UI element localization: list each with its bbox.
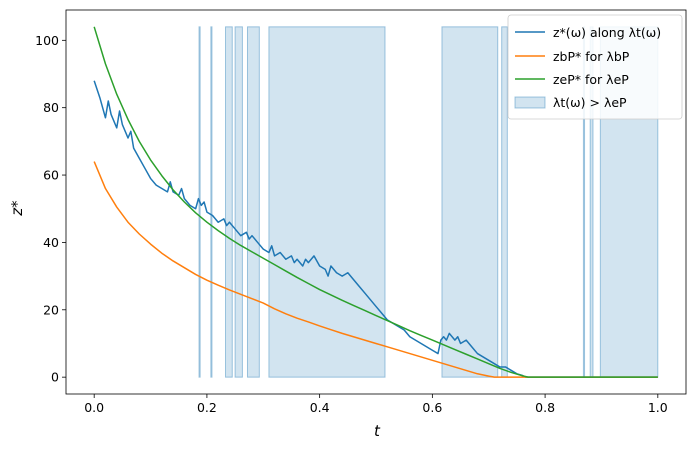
- x-tick-label: 1.0: [648, 400, 668, 415]
- shaded-interval: [225, 26, 233, 378]
- legend-label-1: z*(ω) along λt(ω): [553, 25, 661, 40]
- y-ticks: 0 20 40 60 80 100: [35, 33, 66, 385]
- y-axis-label: z*: [8, 200, 26, 217]
- x-tick-label: 0.6: [422, 400, 442, 415]
- series-lines: [93, 26, 658, 378]
- y-tick-label: 0: [51, 370, 59, 385]
- x-tick-label: 0.2: [197, 400, 217, 415]
- shaded-interval: [501, 26, 508, 378]
- series-line-1: [93, 80, 658, 378]
- legend-label-2: zbP* for λbP: [553, 49, 630, 64]
- x-tick-label: 0.8: [535, 400, 555, 415]
- shaded-interval: [210, 26, 213, 378]
- shaded-interval: [268, 26, 386, 378]
- x-ticks: 0.0 0.2 0.4 0.6 0.8 1.0: [84, 394, 668, 415]
- shaded-interval: [234, 26, 243, 378]
- shaded-interval: [441, 26, 499, 378]
- y-tick-label: 60: [43, 168, 59, 183]
- legend-label-3: zeP* for λeP: [553, 72, 629, 87]
- axes-frame: [65, 9, 687, 395]
- y-tick-label: 40: [43, 235, 59, 250]
- legend-swatch-patch: [514, 96, 546, 109]
- y-tick-label: 20: [43, 302, 59, 317]
- y-tick-label: 80: [43, 100, 59, 115]
- series-line-2: [93, 161, 658, 378]
- legend-label-4: λt(ω) > λeP: [553, 95, 627, 110]
- x-axis-label: t: [374, 422, 381, 440]
- legend: z*(ω) along λt(ω) zbP* for λbP zeP* for …: [507, 14, 683, 120]
- y-tick-label: 100: [35, 33, 59, 48]
- series-line-3: [93, 26, 658, 378]
- x-tick-label: 0.0: [84, 400, 104, 415]
- x-tick-label: 0.4: [310, 400, 330, 415]
- legend-box: [507, 14, 683, 120]
- shaded-interval: [246, 26, 260, 378]
